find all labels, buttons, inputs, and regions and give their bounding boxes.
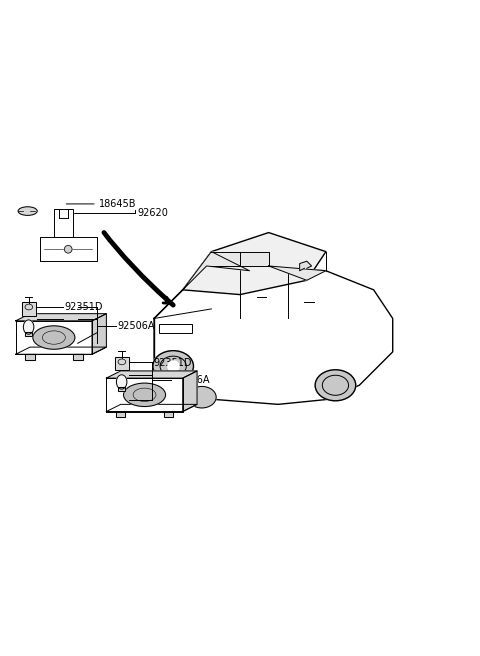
Text: 92620: 92620 xyxy=(137,207,168,218)
FancyBboxPatch shape xyxy=(25,354,35,360)
Polygon shape xyxy=(54,209,73,237)
FancyBboxPatch shape xyxy=(159,324,192,333)
FancyBboxPatch shape xyxy=(25,332,33,336)
Polygon shape xyxy=(240,252,269,266)
Ellipse shape xyxy=(315,370,356,401)
Text: 92351D: 92351D xyxy=(65,302,103,312)
Polygon shape xyxy=(16,321,92,354)
Ellipse shape xyxy=(116,375,127,389)
Polygon shape xyxy=(183,233,326,295)
Polygon shape xyxy=(183,252,250,290)
Text: 92351D: 92351D xyxy=(153,358,192,368)
Ellipse shape xyxy=(153,350,193,383)
Ellipse shape xyxy=(188,386,216,408)
Polygon shape xyxy=(16,347,107,354)
Polygon shape xyxy=(154,266,393,404)
Text: 18645B: 18645B xyxy=(99,199,137,209)
Polygon shape xyxy=(269,266,326,280)
FancyBboxPatch shape xyxy=(22,302,36,316)
FancyBboxPatch shape xyxy=(115,357,129,371)
Polygon shape xyxy=(183,371,197,411)
Ellipse shape xyxy=(18,207,37,215)
Ellipse shape xyxy=(33,326,75,349)
Text: 92506A: 92506A xyxy=(172,375,210,385)
FancyBboxPatch shape xyxy=(73,354,83,360)
Ellipse shape xyxy=(153,351,193,382)
FancyBboxPatch shape xyxy=(116,411,125,417)
Circle shape xyxy=(64,245,72,253)
Polygon shape xyxy=(107,371,197,378)
Text: 18643D: 18643D xyxy=(65,315,103,325)
Polygon shape xyxy=(300,261,312,271)
Text: 92506A: 92506A xyxy=(117,321,155,331)
FancyBboxPatch shape xyxy=(118,386,125,390)
Polygon shape xyxy=(211,252,240,266)
Polygon shape xyxy=(16,314,107,321)
Polygon shape xyxy=(92,314,107,354)
Text: 18643D: 18643D xyxy=(153,370,192,380)
Polygon shape xyxy=(107,378,183,411)
Ellipse shape xyxy=(24,320,34,334)
Polygon shape xyxy=(39,237,97,261)
Polygon shape xyxy=(107,404,197,411)
FancyBboxPatch shape xyxy=(164,411,173,417)
Ellipse shape xyxy=(123,383,166,407)
